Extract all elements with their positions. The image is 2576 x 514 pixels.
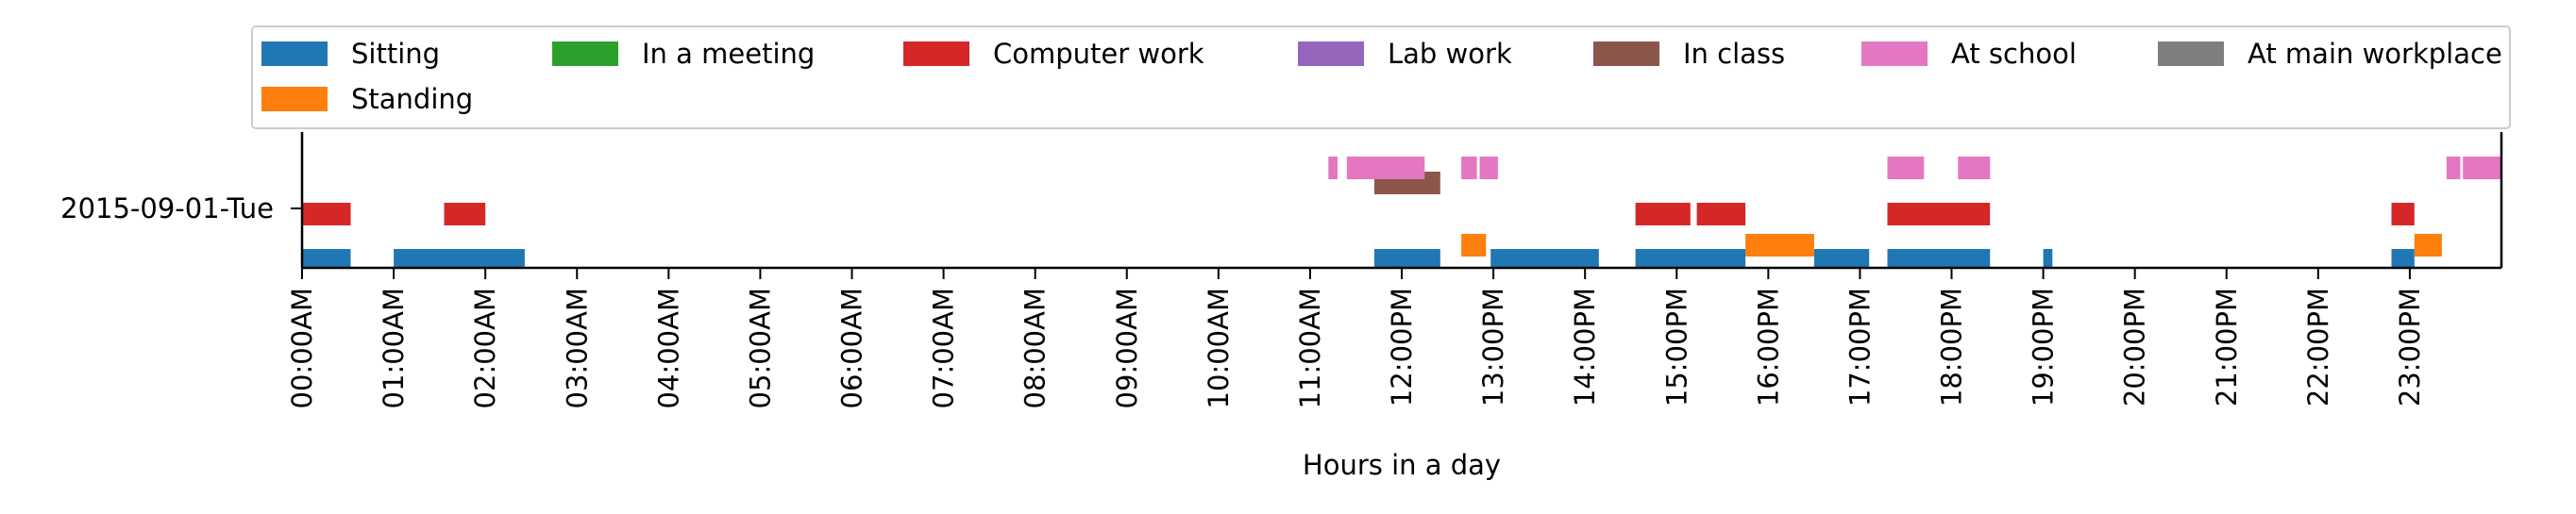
bar-computer-work-4 <box>1887 203 1991 225</box>
bar-sitting-5 <box>1813 249 1870 268</box>
bar-at-school-6 <box>2446 157 2461 179</box>
bar-at-school-3 <box>1479 157 1498 179</box>
legend-label-at-school: At school <box>1951 38 2077 70</box>
x-tick-label-8: 08:00AM <box>1019 288 1052 408</box>
bar-sitting-8 <box>2391 249 2415 268</box>
bar-computer-work-5 <box>2391 203 2415 225</box>
x-tick-label-12: 12:00PM <box>1386 288 1418 406</box>
x-tick-label-20: 20:00PM <box>2119 288 2151 406</box>
legend-swatch-computer-work <box>903 41 969 66</box>
bar-sitting-3 <box>1490 249 1599 268</box>
legend: Sitting In a meeting Computer work Lab work… <box>251 25 2511 129</box>
legend-swatch-standing <box>261 87 328 111</box>
x-tick-label-7: 07:00AM <box>928 288 960 408</box>
x-tick-label-2: 02:00AM <box>469 288 501 408</box>
bar-computer-work-2 <box>1635 203 1691 225</box>
x-ticks: 00:00AM 01:00AM 02:00AM 03:00AM 04:00AM 05:00… <box>286 268 2426 408</box>
bar-computer-work-0 <box>302 203 351 225</box>
bar-sitting-7 <box>2043 249 2053 268</box>
x-tick-label-1: 01:00AM <box>378 288 410 408</box>
legend-swatch-sitting <box>261 41 328 66</box>
bar-sitting-4 <box>1635 249 1746 268</box>
x-tick-label-16: 16:00PM <box>1752 288 1784 406</box>
x-tick-label-10: 10:00AM <box>1203 288 1235 408</box>
axes: 2015-09-01-Tue <box>60 132 2503 270</box>
legend-label-lab-work: Lab work <box>1388 38 1512 70</box>
x-tick-label-13: 13:00PM <box>1477 288 1509 406</box>
legend-swatch-in-a-meeting <box>552 41 618 66</box>
bar-sitting-2 <box>1373 249 1440 268</box>
bar-at-school-1 <box>1346 157 1425 179</box>
x-tick-label-9: 09:00AM <box>1111 288 1143 408</box>
x-tick-label-22: 22:00PM <box>2302 288 2334 406</box>
bar-standing-1 <box>1745 234 1814 257</box>
bar-sitting-6 <box>1887 249 1991 268</box>
x-axis-label: Hours in a day <box>1303 449 1501 481</box>
bar-at-school-7 <box>2463 157 2501 179</box>
legend-label-in-a-meeting: In a meeting <box>642 38 815 70</box>
x-tick-label-0: 00:00AM <box>286 288 318 408</box>
legend-label-at-main-workplace: At main workplace <box>2248 38 2502 70</box>
x-tick-label-4: 04:00AM <box>652 288 684 408</box>
x-tick-label-15: 15:00PM <box>1660 288 1692 406</box>
bar-at-school-4 <box>1887 157 1925 179</box>
x-tick-label-3: 03:00AM <box>561 288 593 408</box>
legend-label-in-class: In class <box>1683 38 1785 70</box>
x-tick-label-14: 14:00PM <box>1569 288 1601 406</box>
bar-computer-work-1 <box>444 203 486 225</box>
legend-swatch-in-class <box>1593 41 1659 66</box>
legend-label-sitting: Sitting <box>351 38 440 70</box>
legend-swatch-at-main-workplace <box>2158 41 2224 66</box>
bar-at-school-0 <box>1328 157 1338 179</box>
bar-sitting-0 <box>302 249 351 268</box>
legend-label-standing: Standing <box>351 83 473 115</box>
legend-frame <box>251 25 2511 129</box>
x-tick-label-18: 18:00PM <box>1936 288 1968 406</box>
row-label: 2015-09-01-Tue <box>60 192 274 224</box>
x-tick-label-5: 05:00AM <box>744 288 776 408</box>
bar-at-school-2 <box>1461 157 1477 179</box>
legend-label-computer-work: Computer work <box>993 38 1204 70</box>
bar-sitting-1 <box>394 249 525 268</box>
legend-swatch-at-school <box>1861 41 1928 66</box>
legend-swatch-lab-work <box>1298 41 1364 66</box>
bar-computer-work-3 <box>1696 203 1746 225</box>
x-tick-label-17: 17:00PM <box>1844 288 1876 406</box>
interval-bars <box>302 157 2501 268</box>
bar-standing-0 <box>1461 234 1487 257</box>
x-tick-label-21: 21:00PM <box>2211 288 2243 406</box>
bar-at-school-5 <box>1958 157 1991 179</box>
bar-standing-2 <box>2414 234 2442 257</box>
x-tick-label-11: 11:00AM <box>1294 288 1326 408</box>
x-tick-label-6: 06:00AM <box>836 288 868 408</box>
x-tick-label-19: 19:00PM <box>2028 288 2060 406</box>
x-tick-label-23: 23:00PM <box>2394 288 2426 406</box>
